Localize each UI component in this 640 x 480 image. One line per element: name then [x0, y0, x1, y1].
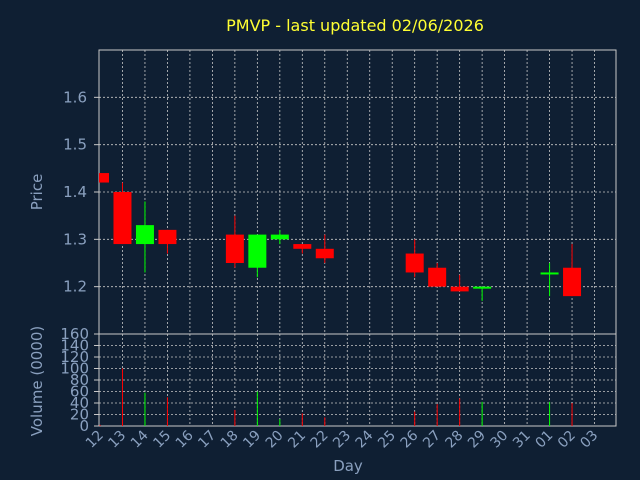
candle-body	[563, 267, 582, 297]
volume-tick-label: 40	[70, 394, 89, 412]
volume-tick-label: 140	[60, 337, 89, 355]
x-axis-ticks: 1213141516171819202122232425262728293031…	[83, 427, 601, 451]
x-tick-label: 17	[195, 428, 219, 452]
candle-body	[450, 286, 469, 292]
price-axis-label: Price	[28, 174, 46, 211]
x-tick-label: 03	[577, 428, 601, 452]
price-tick-label: 1.2	[63, 278, 87, 296]
volume-tick-label: 100	[60, 360, 89, 378]
x-tick-label: 18	[218, 428, 242, 452]
price-tick-label: 1.6	[63, 88, 87, 106]
x-tick-label: 28	[443, 428, 467, 452]
volume-tick-label: 0	[79, 417, 89, 435]
x-tick-label: 31	[510, 428, 534, 452]
x-axis-label: Day	[333, 457, 363, 475]
volume-axis-label: Volume (0000)	[28, 326, 46, 436]
candle-body	[248, 234, 267, 268]
x-tick-label: 14	[128, 427, 152, 451]
x-tick-label: 15	[150, 428, 174, 452]
volume-panel-frame	[98, 333, 617, 427]
candle-body	[428, 267, 447, 287]
candle-body	[293, 244, 312, 249]
chart-title: PMVP - last updated 02/06/2026	[226, 16, 484, 35]
price-tick-label: 1.3	[63, 230, 87, 248]
candle-body	[158, 229, 177, 245]
candle-body	[225, 234, 244, 263]
x-tick-label: 13	[105, 428, 129, 452]
x-tick-label: 20	[263, 428, 287, 452]
volume-tick-label: 160	[60, 325, 89, 343]
x-tick-label: 22	[308, 428, 332, 452]
candle-body	[135, 225, 154, 245]
price-y-ticks: 1.2 1.3 1.4 1.5 1.6	[63, 88, 99, 296]
x-tick-label: 26	[398, 427, 422, 451]
candle-body	[113, 192, 132, 245]
x-tick-label: 21	[285, 428, 309, 452]
price-tick-label: 1.5	[63, 136, 87, 154]
candle-body	[99, 173, 109, 183]
x-tick-label: 23	[330, 428, 354, 452]
candle-body	[315, 248, 334, 259]
price-tick-label: 1.4	[63, 183, 87, 201]
candle-body	[473, 286, 492, 289]
candle-body	[540, 272, 559, 275]
volume-tick-label: 20	[70, 406, 89, 424]
x-tick-label: 02	[555, 428, 579, 452]
x-tick-label: 24	[353, 427, 377, 451]
candle-body	[405, 253, 424, 273]
x-tick-label: 27	[420, 428, 444, 452]
x-tick-label: 16	[173, 427, 197, 451]
volume-bars	[99, 368, 573, 426]
candles	[99, 173, 582, 301]
x-tick-label: 30	[488, 428, 512, 452]
volume-tick-label: 120	[60, 348, 89, 366]
x-tick-label: 19	[240, 428, 264, 452]
price-panel-frame	[98, 49, 617, 335]
x-tick-label: 01	[532, 428, 556, 452]
volume-tick-label: 80	[70, 371, 89, 389]
volume-tick-label: 60	[70, 383, 89, 401]
candle-body	[270, 234, 289, 240]
x-tick-label: 29	[465, 428, 489, 452]
x-tick-label: 25	[375, 428, 399, 452]
